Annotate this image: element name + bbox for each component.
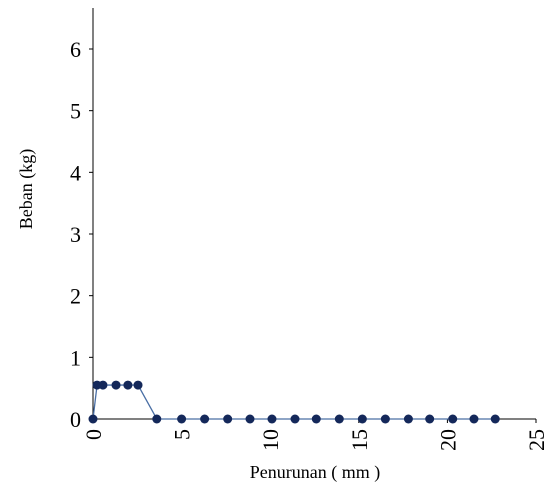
data-point xyxy=(200,414,210,424)
data-point xyxy=(223,414,233,424)
data-point xyxy=(267,414,277,424)
data-point xyxy=(403,414,413,424)
data-point xyxy=(98,380,108,390)
y-tick-label: 3 xyxy=(70,222,81,247)
data-point xyxy=(334,414,344,424)
y-tick-label: 2 xyxy=(70,284,81,309)
x-tick-label: 10 xyxy=(258,429,283,451)
y-tick-label: 0 xyxy=(70,407,81,432)
x-axis-title: Penurunan ( mm ) xyxy=(250,462,380,483)
x-tick-label: 20 xyxy=(435,429,460,451)
data-point xyxy=(357,414,367,424)
y-tick-label: 1 xyxy=(70,345,81,370)
data-point xyxy=(290,414,300,424)
x-tick-label: 5 xyxy=(170,429,195,440)
data-line xyxy=(92,384,496,420)
data-point xyxy=(88,414,98,424)
y-tick-label: 6 xyxy=(70,37,81,62)
data-point xyxy=(177,414,187,424)
data-point xyxy=(245,414,255,424)
data-point xyxy=(448,414,458,424)
y-tick-label: 4 xyxy=(70,160,81,185)
data-point xyxy=(152,414,162,424)
data-point xyxy=(133,380,143,390)
x-tick-label: 15 xyxy=(347,429,372,451)
data-point xyxy=(111,380,121,390)
data-point xyxy=(123,380,133,390)
data-point xyxy=(425,414,435,424)
y-axis-title: Beban (kg) xyxy=(16,149,37,229)
data-point xyxy=(311,414,321,424)
data-point xyxy=(469,414,479,424)
data-point xyxy=(490,414,500,424)
y-tick-label: 5 xyxy=(70,99,81,124)
x-tick-label: 0 xyxy=(81,429,106,440)
x-tick-label: 25 xyxy=(524,429,549,451)
data-point xyxy=(380,414,390,424)
